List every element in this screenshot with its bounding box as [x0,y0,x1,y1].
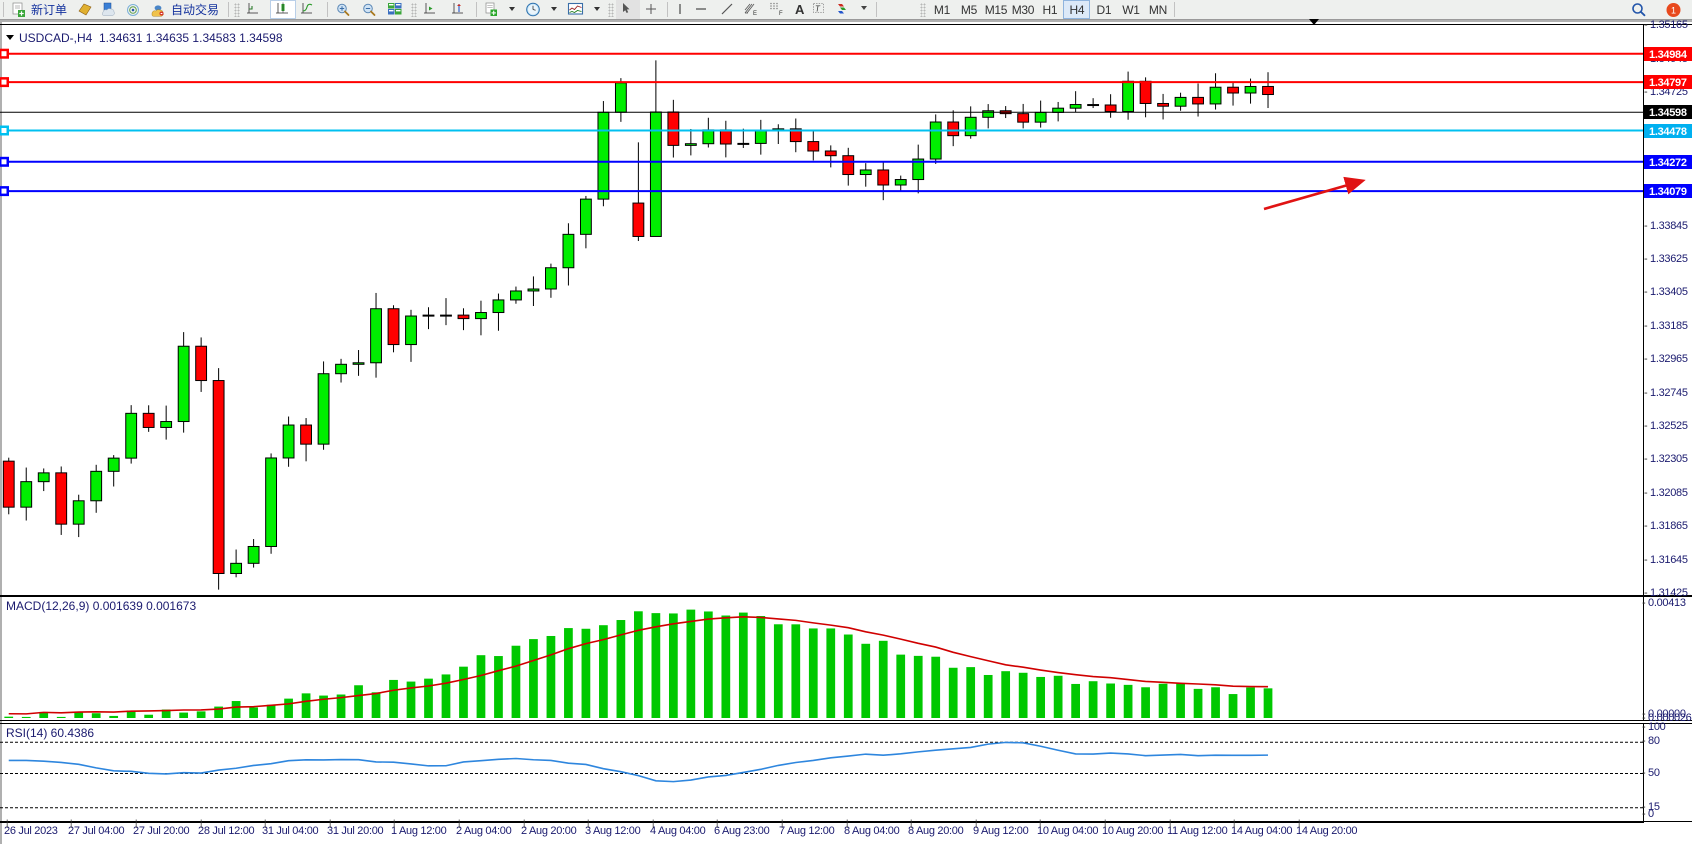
svg-text:E: E [753,11,757,17]
svg-text:1: 1 [1671,5,1676,15]
svg-text:T: T [815,5,821,14]
svg-text:F: F [779,11,783,17]
